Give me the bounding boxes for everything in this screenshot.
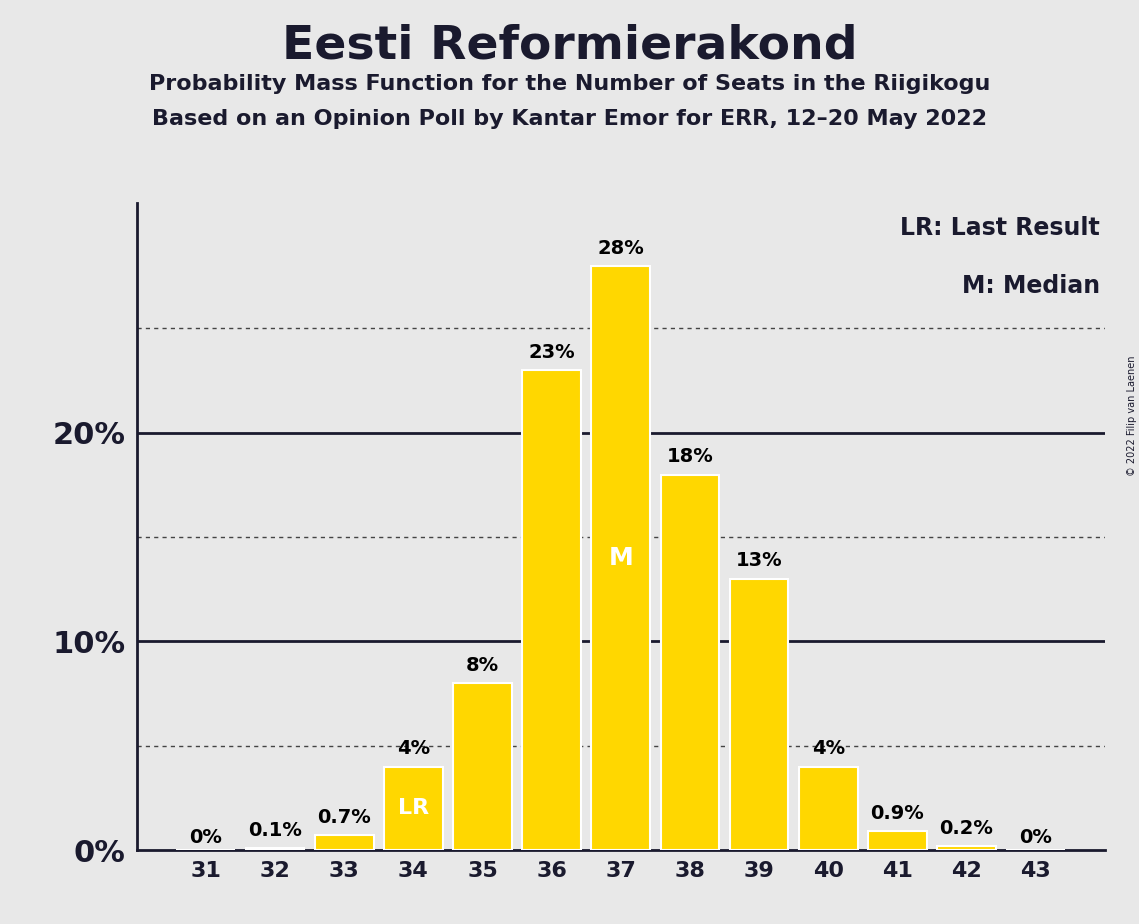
Text: M: Median: M: Median — [961, 274, 1100, 298]
Text: 28%: 28% — [597, 238, 645, 258]
Bar — [868, 832, 927, 850]
Text: LR: LR — [398, 798, 429, 819]
Text: 18%: 18% — [666, 447, 713, 467]
Text: 0%: 0% — [1019, 828, 1052, 847]
Text: 4%: 4% — [812, 739, 845, 759]
Bar — [798, 767, 858, 850]
Bar — [453, 683, 511, 850]
Text: 4%: 4% — [396, 739, 429, 759]
Bar — [591, 266, 650, 850]
Bar — [730, 578, 788, 850]
Text: 23%: 23% — [528, 343, 575, 362]
Bar — [937, 845, 995, 850]
Bar — [384, 767, 443, 850]
Bar — [246, 848, 304, 850]
Text: M: M — [608, 546, 633, 570]
Text: 8%: 8% — [466, 656, 499, 675]
Text: LR: Last Result: LR: Last Result — [900, 216, 1100, 240]
Text: Eesti Reformierakond: Eesti Reformierakond — [281, 23, 858, 68]
Text: 0.7%: 0.7% — [318, 808, 371, 827]
Text: 0.1%: 0.1% — [248, 821, 302, 840]
Text: 13%: 13% — [736, 552, 782, 570]
Bar — [314, 835, 374, 850]
Text: Probability Mass Function for the Number of Seats in the Riigikogu: Probability Mass Function for the Number… — [149, 74, 990, 94]
Text: © 2022 Filip van Laenen: © 2022 Filip van Laenen — [1126, 356, 1137, 476]
Text: 0.2%: 0.2% — [940, 819, 993, 837]
Bar — [522, 371, 581, 850]
Text: Based on an Opinion Poll by Kantar Emor for ERR, 12–20 May 2022: Based on an Opinion Poll by Kantar Emor … — [151, 109, 988, 129]
Text: 0%: 0% — [189, 828, 222, 847]
Bar — [661, 475, 720, 850]
Text: 0.9%: 0.9% — [870, 804, 924, 823]
